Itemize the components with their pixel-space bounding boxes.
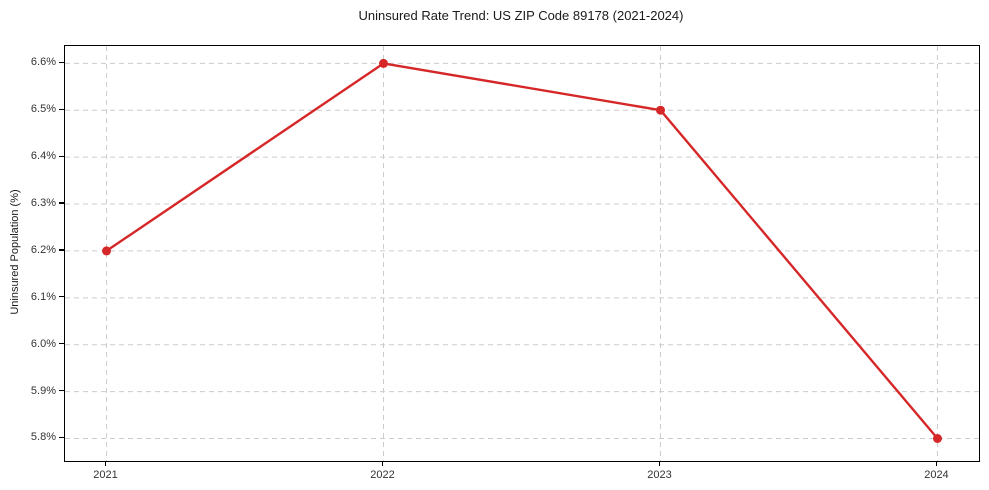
y-tick-mark (59, 61, 64, 63)
x-tick-mark (104, 461, 107, 466)
trend-line (105, 62, 939, 440)
data-point-marker (102, 246, 111, 256)
x-tick-label: 2022 (370, 469, 395, 481)
data-point-marker (933, 434, 942, 443)
y-tick-mark (59, 296, 64, 298)
data-point-marker (656, 105, 665, 115)
chart-title: Uninsured Rate Trend: US ZIP Code 89178 … (358, 8, 684, 23)
y-tick-label: 6.5% (30, 103, 56, 116)
x-tick-label: 2021 (93, 469, 118, 481)
y-tick-label: 6.0% (30, 337, 56, 350)
y-tick-label: 6.3% (30, 197, 56, 210)
data-point-marker (379, 58, 388, 68)
y-tick-label: 6.6% (30, 56, 56, 69)
y-tick-label: 6.4% (30, 150, 56, 163)
plot-area (64, 45, 980, 462)
y-tick-label: 6.1% (30, 290, 56, 303)
y-tick-mark (59, 108, 64, 110)
x-tick-mark (935, 461, 938, 466)
y-tick-label: 5.8% (30, 431, 56, 444)
y-tick-mark (59, 343, 64, 345)
y-tick-label: 5.9% (30, 384, 56, 397)
x-tick-label: 2024 (924, 469, 949, 481)
x-tick-mark (381, 461, 384, 466)
x-tick-label: 2023 (647, 469, 672, 481)
y-tick-mark (59, 249, 64, 251)
y-tick-mark (59, 202, 64, 204)
y-tick-mark (59, 389, 64, 392)
x-tick-mark (658, 461, 661, 466)
y-tick-mark (59, 155, 64, 157)
y-tick-mark (59, 436, 64, 439)
y-tick-label: 6.2% (30, 243, 56, 256)
line-chart-canvas (65, 46, 979, 461)
